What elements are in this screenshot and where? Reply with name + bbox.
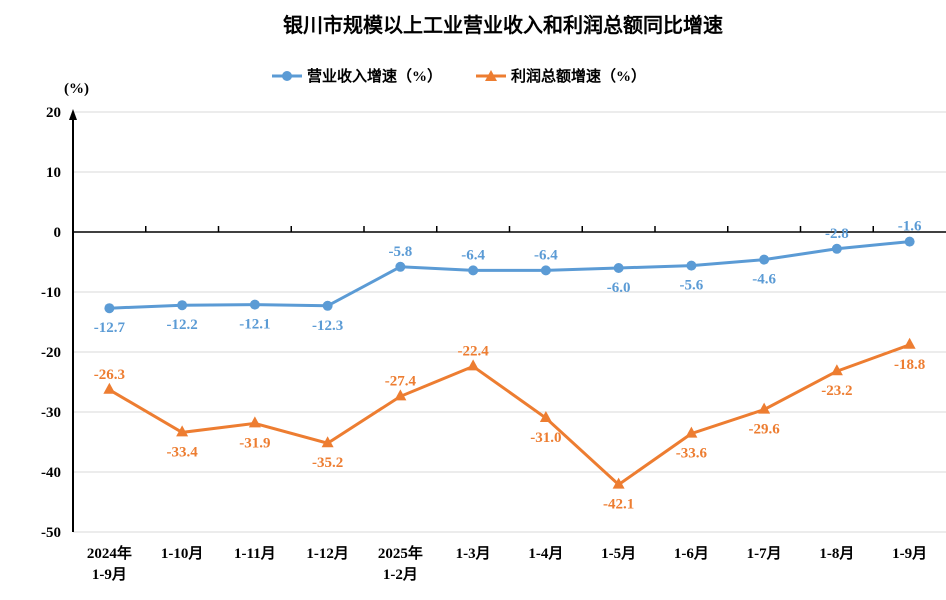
profit-data-label: -31.0 (530, 430, 561, 446)
revenue-data-label: -12.2 (167, 317, 198, 333)
revenue-data-label: -2.8 (825, 226, 849, 242)
x-category-label: 1-4月 (528, 545, 563, 562)
x-category-label: 1-11月 (234, 545, 276, 562)
profit-point (539, 411, 552, 422)
revenue-point (759, 254, 770, 265)
profit-data-label: -23.2 (821, 383, 852, 399)
revenue-point (831, 243, 842, 254)
profit-data-label: -22.4 (458, 343, 490, 359)
revenue-data-label: -6.4 (461, 247, 485, 263)
profit-point (685, 426, 698, 438)
x-category-label: 2024年 (87, 544, 132, 562)
x-category-label: 1-10月 (161, 545, 204, 562)
revenue-data-label: -1.6 (898, 219, 922, 235)
profit-data-label: -26.3 (94, 367, 125, 383)
profit-data-label: -42.1 (603, 497, 634, 513)
revenue-data-label: -5.8 (389, 244, 413, 260)
legend-label-profit: 利润总额增速（%） (511, 67, 646, 85)
profit-data-label: -31.9 (239, 435, 270, 451)
revenue-data-label: -5.6 (680, 278, 704, 294)
profit-point (176, 425, 189, 437)
revenue-data-label: -6.4 (534, 247, 558, 263)
x-category-label: 1-2月 (383, 566, 418, 583)
x-category-label: 1-9月 (892, 545, 927, 562)
revenue-point (904, 236, 915, 247)
y-tick-label: 0 (54, 225, 62, 241)
x-category-label: 1-8月 (819, 545, 854, 562)
x-category-label: 1-3月 (456, 545, 491, 562)
y-tick-label: -20 (41, 345, 61, 361)
revenue-data-label: -12.1 (239, 317, 270, 333)
y-tick-label: 20 (46, 105, 61, 121)
legend-marker-profit (485, 70, 497, 81)
legend-label-revenue: 营业收入增速（%） (307, 67, 442, 85)
profit-point (321, 436, 334, 448)
revenue-point (395, 261, 406, 272)
legend: 营业收入增速（%） 利润总额增速（%） (272, 67, 646, 85)
profit-point (903, 337, 916, 349)
y-axis-label: (%) (64, 81, 89, 97)
y-axis-arrow-icon (69, 109, 77, 120)
chart-title: 银川市规模以上工业营业收入和利润总额同比增速 (283, 13, 723, 37)
profit-data-label: -33.6 (676, 446, 708, 462)
y-tick-label: -50 (41, 525, 61, 541)
revenue-point (177, 300, 188, 311)
profit-point (103, 382, 116, 394)
x-category-label: 1-12月 (306, 545, 349, 562)
profit-point (467, 359, 480, 371)
revenue-line (109, 240, 910, 310)
revenue-point (249, 299, 260, 310)
profit-data-label: -27.4 (385, 373, 417, 389)
x-category-label: 2025年 (378, 544, 423, 562)
revenue-point (540, 265, 551, 276)
revenue-point (322, 300, 333, 311)
profit-point (830, 364, 843, 376)
revenue-point (686, 260, 697, 271)
x-category-label: 1-7月 (747, 545, 782, 562)
revenue-point (104, 303, 115, 314)
revenue-data-label: -12.3 (312, 318, 343, 334)
x-category-label: 1-5月 (601, 545, 636, 562)
profit-data-label: -33.4 (167, 444, 199, 460)
y-tick-label: -40 (41, 465, 61, 481)
profit-point (758, 402, 771, 414)
revenue-data-label: -4.6 (752, 272, 776, 288)
y-tick-label: -10 (41, 285, 61, 301)
y-tick-label: 10 (46, 165, 61, 181)
revenue-data-label: -6.0 (607, 280, 631, 296)
profit-data-label: -18.8 (894, 357, 925, 373)
y-tick-label: -30 (41, 405, 61, 421)
profit-data-label: -29.6 (749, 422, 781, 438)
revenue-point (613, 263, 624, 273)
revenue-point (468, 265, 479, 276)
profit-point (612, 477, 625, 489)
revenue-data-label: -12.7 (94, 320, 126, 336)
profit-point (394, 389, 407, 401)
x-category-label: 1-6月 (674, 545, 709, 562)
profit-line (108, 343, 911, 487)
legend-marker-revenue (282, 71, 292, 81)
profit-point (248, 416, 261, 428)
profit-data-label: -35.2 (312, 455, 343, 471)
x-category-label: 1-9月 (92, 566, 127, 583)
